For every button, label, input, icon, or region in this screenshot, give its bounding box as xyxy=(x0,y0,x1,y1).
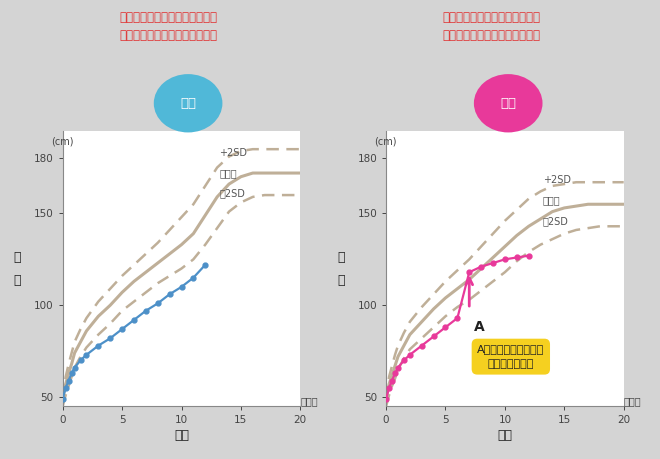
Text: +2SD: +2SD xyxy=(220,148,248,158)
Text: 身
長: 身 長 xyxy=(337,251,345,286)
Text: A: A xyxy=(474,320,484,334)
Text: 身
長: 身 長 xyxy=(14,251,21,286)
Text: 男子: 男子 xyxy=(180,97,196,110)
Text: （歳）: （歳） xyxy=(300,396,318,406)
Text: 女子: 女子 xyxy=(500,97,516,110)
X-axis label: 年齢: 年齢 xyxy=(498,430,512,442)
Text: （歳）: （歳） xyxy=(624,396,642,406)
Text: 器質性成長ホルモン分泌不全性
低身長症の成長曲線（模式図）: 器質性成長ホルモン分泌不全性 低身長症の成長曲線（模式図） xyxy=(443,11,541,43)
Text: Aを境に身長の伸びが
鈍くなっている: Aを境に身長の伸びが 鈍くなっている xyxy=(477,344,544,369)
X-axis label: 年齢: 年齢 xyxy=(174,430,189,442)
Text: 平均値: 平均値 xyxy=(220,168,237,178)
Text: 特発性成長ホルモン分泌不全性
低身長症の成長曲線（模式図）: 特発性成長ホルモン分泌不全性 低身長症の成長曲線（模式図） xyxy=(119,11,217,43)
Text: 平均値: 平均値 xyxy=(543,196,560,206)
Text: (cm): (cm) xyxy=(51,136,73,146)
Text: +2SD: +2SD xyxy=(543,175,571,185)
Text: －2SD: －2SD xyxy=(543,216,569,226)
Text: (cm): (cm) xyxy=(374,136,397,146)
Text: －2SD: －2SD xyxy=(220,188,246,198)
